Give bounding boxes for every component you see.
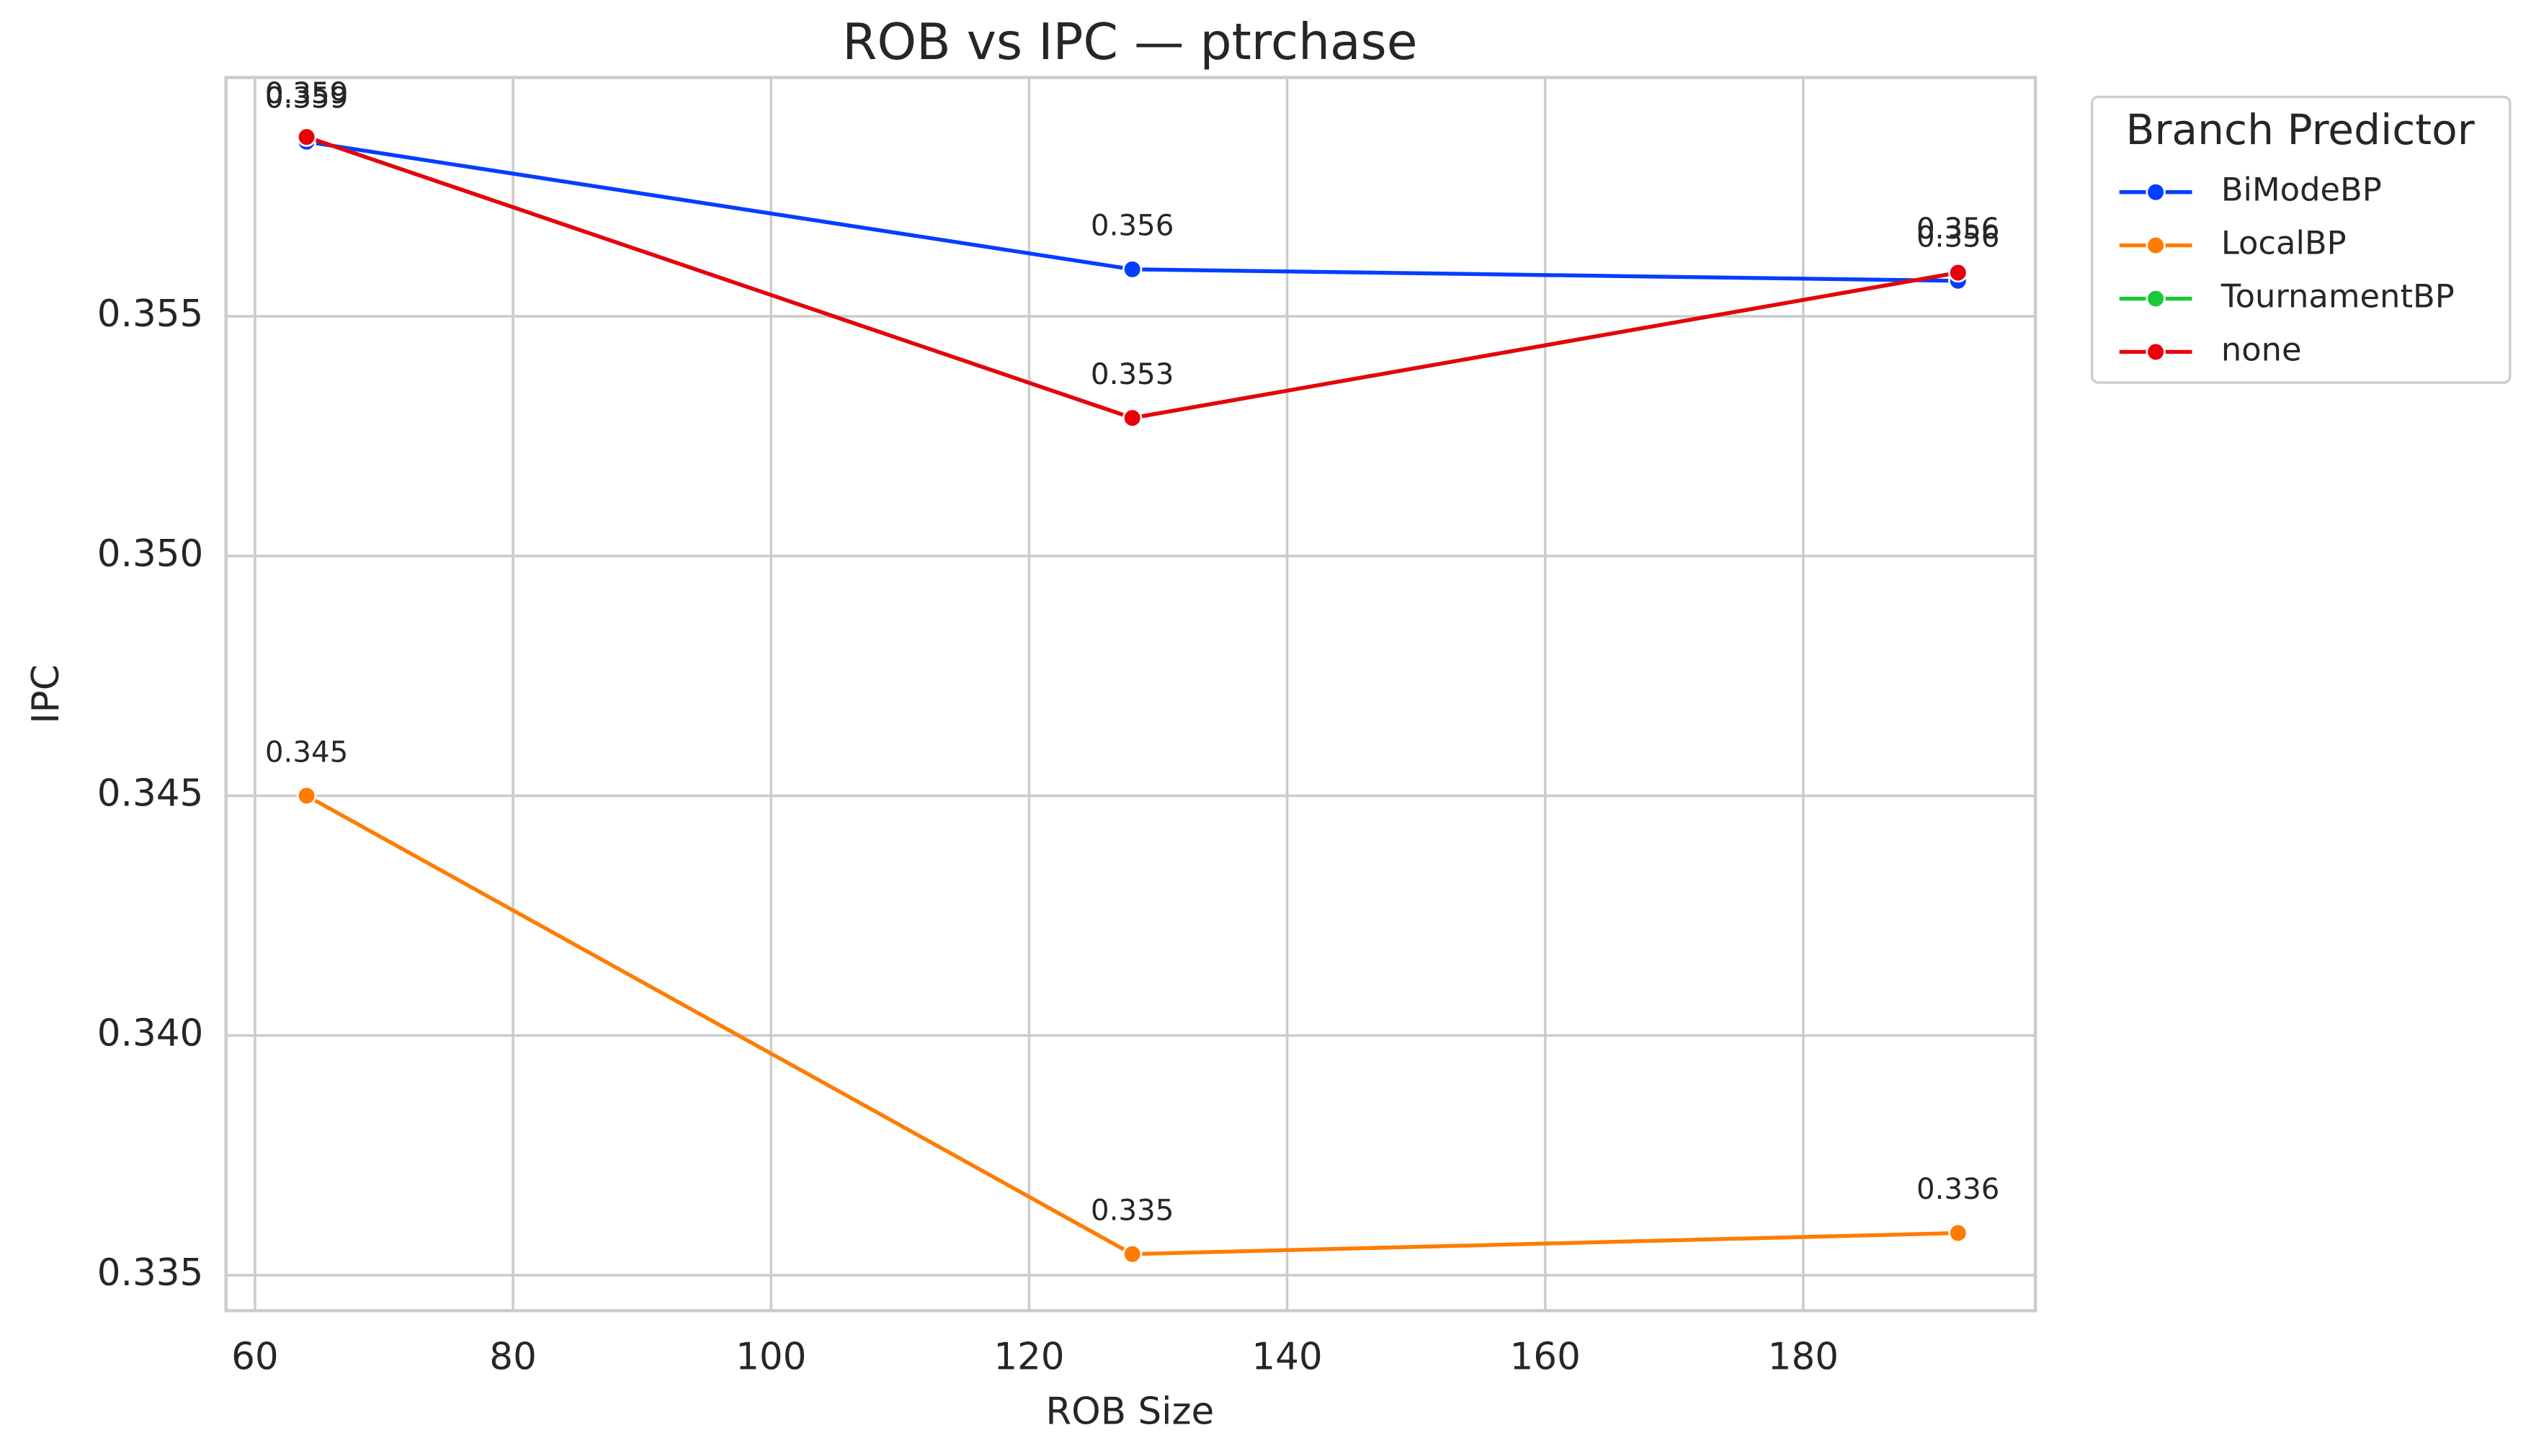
data-point — [1122, 1244, 1143, 1264]
data-label: 0.359 — [265, 76, 348, 110]
legend-label: none — [2221, 330, 2302, 368]
legend-label: BiModeBP — [2221, 171, 2382, 209]
x-tick-label: 100 — [736, 1336, 806, 1379]
data-label: 0.356 — [1091, 209, 1174, 243]
y-tick-label: 0.345 — [97, 772, 203, 816]
legend-marker — [2146, 288, 2166, 309]
y-tick-label: 0.355 — [97, 292, 203, 336]
legend-title: Branch Predictor — [2126, 105, 2475, 154]
legend-marker — [2146, 182, 2166, 202]
x-tick-label: 60 — [231, 1336, 279, 1379]
y-tick-label: 0.350 — [97, 532, 203, 576]
data-label: 0.359 — [265, 81, 348, 115]
legend-marker — [2146, 341, 2166, 362]
data-point — [1122, 259, 1143, 280]
data-label: 0.335 — [1091, 1194, 1174, 1228]
data-point — [296, 785, 317, 806]
legend-box — [2090, 95, 2512, 384]
legend: Branch Predictor BiModeBP LocalBP Tournamen… — [2090, 95, 2512, 384]
data-label: 0.356 — [1916, 212, 1999, 246]
data-label: 0.356 — [1916, 212, 1999, 246]
data-point — [1122, 408, 1143, 428]
x-tick-label: 140 — [1251, 1336, 1322, 1379]
x-axis-label: ROB Size — [1045, 1390, 1214, 1434]
data-label: 0.336 — [1916, 1172, 1999, 1206]
data-label: 0.353 — [1091, 357, 1174, 391]
chart-title: ROB vs IPC — ptrchase — [842, 14, 1417, 71]
y-tick-label: 0.335 — [97, 1251, 203, 1295]
y-axis-label: IPC — [24, 664, 68, 723]
data-point — [1948, 1223, 1968, 1243]
x-tick-label: 180 — [1768, 1336, 1839, 1379]
y-tick-label: 0.340 — [97, 1011, 203, 1055]
data-point — [296, 127, 317, 147]
legend-marker — [2146, 235, 2166, 256]
plot-area — [226, 77, 2036, 1311]
data-point — [1948, 262, 1968, 283]
x-tick-label: 160 — [1510, 1336, 1581, 1379]
legend-label: LocalBP — [2221, 224, 2347, 262]
data-label: 0.359 — [265, 76, 348, 110]
data-label: 0.345 — [265, 735, 348, 769]
data-label: 0.353 — [1091, 357, 1174, 391]
legend-label: TournamentBP — [2220, 277, 2455, 316]
x-tick-label: 120 — [994, 1336, 1064, 1379]
plot-frame — [224, 76, 2037, 1313]
data-label: 0.356 — [1916, 220, 1999, 254]
x-tick-label: 80 — [489, 1336, 537, 1379]
